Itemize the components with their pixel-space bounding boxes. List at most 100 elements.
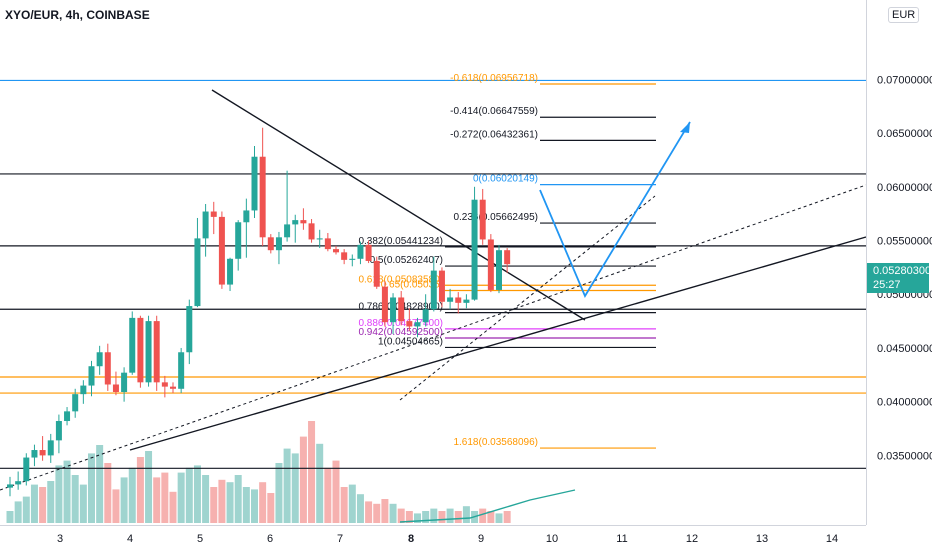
volume-bar bbox=[185, 467, 193, 523]
candle-body bbox=[324, 238, 331, 250]
volume-bar bbox=[112, 489, 120, 523]
candle bbox=[96, 345, 103, 375]
candle bbox=[447, 288, 454, 310]
volume-bar bbox=[283, 448, 291, 523]
volume-bar bbox=[291, 453, 299, 523]
candle-body bbox=[471, 199, 478, 300]
volume-bar bbox=[454, 511, 462, 523]
candle-body bbox=[104, 352, 111, 385]
candle bbox=[504, 248, 511, 273]
volume-bar bbox=[22, 496, 30, 523]
candle-body bbox=[31, 450, 38, 458]
candle bbox=[341, 249, 348, 265]
candle bbox=[430, 256, 437, 312]
volume-bar bbox=[153, 477, 161, 523]
candle bbox=[170, 382, 176, 394]
fib-level-label: 1(0.04504665) bbox=[378, 336, 443, 347]
projection-path bbox=[539, 121, 691, 298]
candle bbox=[373, 256, 380, 289]
x-tick-label: 9 bbox=[478, 533, 484, 545]
volume-bar bbox=[438, 511, 446, 523]
time-axis[interactable]: 3 4 5 6 7 8 9 10 11 12 13 14 bbox=[0, 525, 866, 551]
volume-bars bbox=[6, 421, 511, 523]
fib-level-label: 1.618(0.03568096) bbox=[453, 437, 538, 448]
candle-body bbox=[121, 372, 128, 393]
candle-body bbox=[186, 306, 193, 353]
candle bbox=[284, 170, 291, 242]
candle bbox=[145, 315, 152, 387]
candle-body bbox=[137, 317, 144, 383]
last-price-value: 0.05280300 bbox=[873, 265, 932, 277]
candle bbox=[47, 433, 54, 463]
price-axis[interactable]: 0.03500000 0.04000000 0.04500000 0.05000000… bbox=[866, 0, 932, 525]
volume-bar bbox=[479, 508, 487, 523]
candle-body bbox=[292, 220, 299, 225]
volume-bar bbox=[446, 508, 454, 523]
fib-level-label: 0.618(0.05083580) bbox=[358, 274, 443, 285]
candle-body bbox=[316, 238, 323, 240]
candle bbox=[39, 436, 46, 461]
candle bbox=[235, 220, 242, 271]
candle-body bbox=[487, 239, 494, 290]
y-tick-label: 0.07000000 bbox=[877, 74, 932, 86]
volume-bar bbox=[495, 513, 503, 523]
candle bbox=[7, 476, 13, 497]
candle-body bbox=[243, 210, 250, 223]
candle-body bbox=[235, 222, 242, 259]
projection-arrow bbox=[539, 121, 691, 298]
candle bbox=[398, 291, 405, 326]
projection-arrowhead bbox=[680, 122, 690, 133]
candle-body bbox=[23, 457, 30, 482]
volume-bar bbox=[210, 487, 218, 523]
volume-bar bbox=[128, 467, 136, 523]
candle-body bbox=[202, 211, 209, 239]
volume-bar bbox=[405, 511, 413, 523]
candle bbox=[414, 317, 421, 338]
candle bbox=[349, 254, 356, 267]
candle bbox=[333, 245, 339, 255]
y-tick-label: 0.04000000 bbox=[877, 397, 932, 409]
candle bbox=[259, 127, 266, 246]
volume-bar bbox=[324, 467, 332, 523]
candle-body bbox=[218, 216, 225, 285]
candle-body bbox=[455, 297, 462, 303]
currency-badge[interactable]: EUR bbox=[888, 7, 920, 23]
candle-body bbox=[504, 250, 511, 265]
candle-body bbox=[161, 382, 168, 387]
volume-bar bbox=[120, 477, 128, 523]
y-tick-label: 0.04500000 bbox=[877, 343, 932, 355]
volume-bar bbox=[381, 499, 389, 523]
last-price-tag: 0.05280300 25:27 bbox=[867, 263, 932, 293]
candle-body bbox=[365, 244, 372, 261]
candle bbox=[381, 281, 388, 327]
candle-body bbox=[170, 386, 176, 389]
candle bbox=[487, 234, 494, 293]
volume-bar bbox=[234, 475, 242, 523]
fib-level-label: -0.272(0.06432361) bbox=[450, 129, 538, 140]
candle bbox=[104, 343, 111, 391]
candle-body bbox=[381, 286, 388, 323]
fib-level-label: 0.942(0.04592500) bbox=[358, 327, 443, 338]
x-tick-label: 4 bbox=[127, 533, 133, 545]
candle bbox=[406, 308, 413, 331]
volume-bar bbox=[503, 511, 511, 523]
volume-bar bbox=[462, 506, 470, 523]
volume-bar bbox=[299, 436, 307, 523]
descending-trendline bbox=[211, 89, 586, 321]
chart-title: XYO/EUR, 4h, COINBASE bbox=[5, 8, 150, 22]
volume-bar bbox=[202, 475, 210, 523]
x-tick-label: 7 bbox=[337, 533, 343, 545]
candle-body bbox=[308, 223, 315, 240]
candle-body bbox=[64, 411, 71, 422]
candle bbox=[112, 371, 119, 396]
candle bbox=[227, 257, 234, 292]
volume-bar bbox=[251, 489, 258, 523]
candle bbox=[390, 293, 397, 334]
volume-bar bbox=[136, 457, 144, 523]
fib-level-label: -0.618(0.06956718) bbox=[450, 73, 538, 84]
candle bbox=[300, 208, 307, 230]
volume-bar bbox=[14, 501, 22, 523]
candle bbox=[80, 380, 87, 404]
candle bbox=[202, 203, 209, 257]
